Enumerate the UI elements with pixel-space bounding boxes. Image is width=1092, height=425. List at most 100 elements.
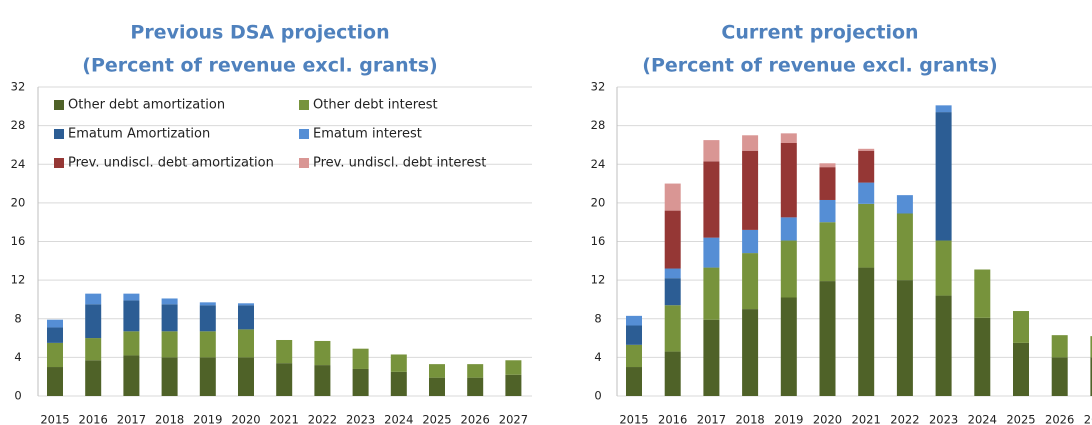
bar-segment	[238, 305, 254, 330]
legend-label: Other debt interest	[313, 98, 438, 113]
y-tick-label: 4	[594, 350, 601, 364]
bar-segment	[276, 339, 293, 364]
bar-segment	[742, 150, 759, 230]
bar-segment	[238, 303, 254, 306]
bar-segment	[47, 367, 63, 396]
bar-segment	[123, 331, 140, 356]
bar-segment	[1090, 336, 1092, 358]
bar-segment	[819, 199, 836, 223]
bar-segment	[352, 368, 369, 396]
bar-segment	[467, 377, 484, 396]
chart-subtitle: (Percent of revenue excl. grants)	[82, 55, 437, 77]
bar-segment	[626, 315, 642, 326]
bar-segment	[238, 329, 254, 358]
bar-segment	[199, 331, 216, 358]
bar-segment	[858, 148, 875, 151]
bar-segment	[703, 319, 720, 396]
x-tick-label: 2019	[774, 413, 803, 425]
x-tick-label: 2022	[308, 413, 337, 425]
x-tick-label: 2021	[852, 413, 881, 425]
bar-segment	[47, 327, 63, 343]
y-tick-label: 8	[14, 311, 21, 325]
bar-segment	[780, 143, 797, 218]
y-tick-label: 28	[591, 118, 606, 132]
bar-segment	[819, 167, 836, 200]
bar-segment	[626, 344, 642, 368]
y-tick-label: 20	[591, 195, 606, 209]
bar-segment	[664, 183, 681, 211]
bar-segment	[123, 293, 140, 301]
bar-segment	[974, 317, 991, 396]
bar-segment	[85, 360, 102, 396]
bar-segment	[664, 268, 681, 279]
y-tick-label: 28	[11, 118, 26, 132]
bar-segment	[1051, 335, 1068, 358]
y-tick-label: 12	[591, 273, 606, 287]
bar-segment	[742, 135, 759, 151]
x-tick-label: 2024	[968, 413, 997, 425]
y-tick-label: 16	[11, 234, 26, 248]
bar-segment	[85, 304, 102, 339]
bar-segment	[819, 163, 836, 168]
chart-title: Current projection	[721, 22, 918, 44]
bar-segment	[664, 351, 681, 396]
bar-segment	[896, 195, 913, 214]
bar-segment	[1013, 311, 1029, 343]
x-tick-label: 2019	[193, 413, 222, 425]
x-tick-label: 2018	[155, 413, 184, 425]
bar-segment	[664, 305, 681, 352]
bar-segment	[935, 295, 952, 396]
bar-segment	[47, 342, 63, 368]
bar-segment	[85, 338, 102, 361]
x-tick-label: 2015	[40, 413, 69, 425]
y-tick-label: 12	[11, 273, 26, 287]
bar-segment	[896, 213, 913, 281]
x-tick-label: 2016	[79, 413, 108, 425]
bar-segment	[276, 363, 293, 396]
bar-segment	[742, 309, 759, 396]
x-tick-label: 2026	[461, 413, 490, 425]
x-tick-label: 2016	[658, 413, 687, 425]
y-tick-label: 16	[591, 234, 606, 248]
x-tick-label: 2018	[735, 413, 764, 425]
bar-segment	[858, 267, 875, 396]
x-tick-label: 2025	[422, 413, 451, 425]
bar-segment	[429, 364, 445, 378]
bar-segment	[742, 229, 759, 254]
bar-segment	[123, 355, 140, 396]
x-tick-label: 2020	[813, 413, 842, 425]
y-tick-label: 24	[11, 157, 26, 171]
bar-segment	[780, 133, 797, 144]
bar-segment	[505, 374, 522, 396]
y-tick-label: 0	[594, 389, 601, 403]
bar-segment	[703, 237, 720, 268]
x-tick-label: 2025	[1006, 413, 1035, 425]
bar-segment	[703, 140, 720, 162]
bar-segment	[161, 304, 178, 332]
bar-segment	[238, 357, 254, 396]
x-tick-label: 2021	[270, 413, 299, 425]
bar-segment	[429, 377, 445, 396]
x-tick-label: 2027	[1084, 413, 1092, 425]
legend-swatch	[299, 158, 309, 168]
y-tick-label: 4	[14, 350, 21, 364]
x-tick-label: 2017	[697, 413, 726, 425]
bar-segment	[161, 298, 178, 305]
legend-swatch	[299, 129, 309, 139]
y-tick-label: 20	[11, 195, 26, 209]
bar-segment	[780, 240, 797, 298]
bar-segment	[935, 240, 952, 296]
bar-segment	[935, 112, 952, 241]
bar-segment	[780, 297, 797, 396]
x-tick-label: 2017	[117, 413, 146, 425]
bar-segment	[199, 302, 216, 306]
x-tick-label: 2027	[499, 413, 528, 425]
bar-segment	[819, 222, 836, 282]
y-tick-label: 32	[11, 80, 26, 94]
legend-label: Other debt amortization	[68, 98, 225, 113]
x-tick-label: 2020	[231, 413, 260, 425]
bar-segment	[352, 348, 369, 369]
bar-segment	[742, 253, 759, 310]
bar-segment	[664, 210, 681, 269]
